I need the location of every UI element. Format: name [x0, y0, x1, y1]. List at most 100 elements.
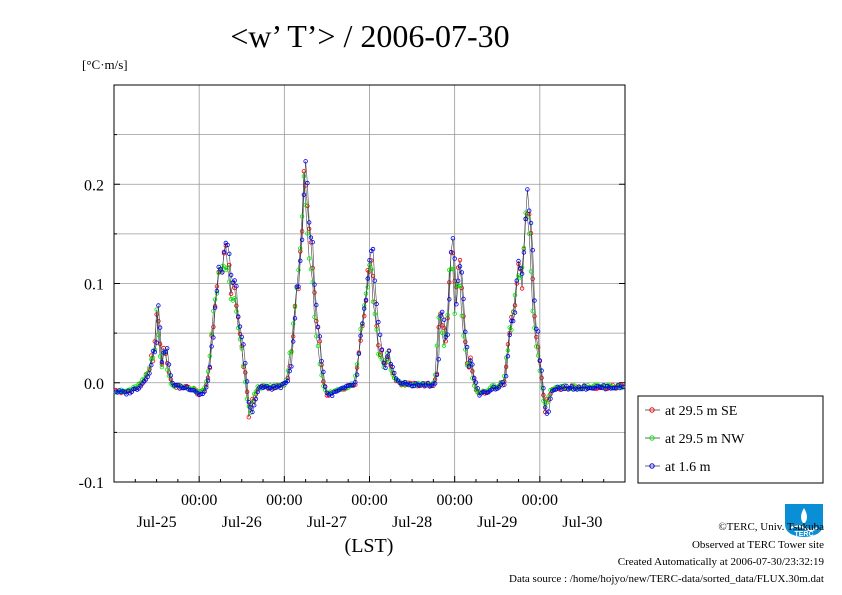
data-point	[539, 368, 544, 373]
data-point	[159, 359, 165, 365]
data-point	[525, 187, 530, 192]
data-point	[502, 382, 507, 387]
data-point	[369, 267, 374, 272]
data-point	[156, 318, 161, 324]
data-point	[235, 314, 241, 319]
data-point	[282, 380, 287, 386]
data-point	[296, 284, 301, 289]
data-point	[541, 386, 546, 391]
data-point	[546, 409, 551, 414]
data-point	[551, 387, 557, 393]
data-point	[619, 384, 624, 389]
data-point	[516, 258, 521, 264]
data-point	[409, 383, 415, 389]
data-point	[314, 302, 319, 308]
data-point	[358, 327, 363, 332]
x-day-label: Jul-28	[392, 514, 432, 531]
series-layer	[113, 159, 626, 420]
data-point	[289, 364, 294, 369]
axes: -0.10.00.10.200:00 00:00 00:00 00:00 00:00Ju…	[79, 134, 625, 531]
data-point	[475, 386, 480, 391]
data-point	[285, 378, 291, 384]
data-point	[360, 321, 365, 326]
data-point	[463, 329, 468, 334]
data-point	[214, 288, 220, 294]
data-point	[164, 346, 170, 351]
data-point	[232, 296, 237, 301]
data-point	[296, 267, 301, 273]
data-point	[441, 317, 447, 322]
data-point	[432, 381, 438, 386]
x-day-label: Jul-30	[562, 514, 602, 531]
data-point	[221, 264, 227, 269]
data-point	[246, 400, 251, 405]
data-point	[447, 280, 452, 285]
data-point	[291, 321, 296, 326]
data-point	[225, 265, 230, 270]
data-point	[440, 309, 445, 315]
data-point	[205, 369, 211, 374]
data-point	[448, 249, 454, 255]
data-point	[354, 372, 360, 377]
data-point	[319, 359, 324, 364]
data-point	[363, 291, 369, 296]
legend-label: at 29.5 m NW	[665, 432, 745, 447]
data-point	[243, 370, 248, 375]
data-point	[301, 174, 307, 179]
y-tick-label: 0.0	[84, 376, 104, 393]
data-point	[376, 343, 381, 348]
data-point	[417, 383, 422, 388]
data-point	[232, 278, 237, 283]
data-point	[514, 278, 519, 283]
data-point	[362, 306, 367, 311]
data-point	[303, 202, 308, 208]
chart-title: <w’ T’> / 2006-07-30	[230, 18, 509, 54]
data-point	[528, 220, 534, 226]
data-point	[314, 318, 319, 324]
data-point	[539, 375, 544, 380]
data-point	[308, 267, 314, 272]
x-day-label: Jul-27	[307, 514, 347, 531]
data-point	[319, 373, 324, 378]
data-point	[370, 246, 376, 252]
data-point	[292, 316, 298, 321]
x-axis-label: (LST)	[345, 535, 394, 557]
data-point	[175, 382, 181, 388]
data-point	[512, 292, 518, 298]
data-point	[530, 276, 535, 281]
data-point	[534, 344, 539, 349]
legend-label: at 29.5 m SE	[665, 404, 737, 419]
x-tick-label: 00:00	[266, 492, 302, 509]
data-point	[168, 373, 173, 378]
data-point	[519, 286, 525, 291]
data-point	[269, 387, 275, 392]
data-point	[225, 242, 230, 248]
data-point	[376, 319, 381, 325]
data-point	[312, 290, 317, 295]
data-point	[438, 313, 443, 318]
data-point	[163, 350, 168, 355]
data-point	[461, 296, 466, 302]
data-point	[450, 266, 456, 272]
data-point	[228, 272, 234, 278]
data-point	[582, 383, 587, 388]
data-point	[541, 392, 546, 398]
data-point	[519, 271, 525, 276]
data-point	[246, 415, 251, 420]
series-line	[115, 161, 624, 415]
data-point	[535, 353, 541, 358]
x-tick-label: 00:00	[522, 492, 558, 509]
data-point	[211, 335, 216, 340]
series-3	[113, 159, 626, 416]
data-source-note: Data source : /home/hojyo/new/TERC-data/…	[509, 573, 824, 585]
data-point	[518, 266, 523, 271]
copyright-note: ©TERC, Univ. Tsukuba	[718, 521, 824, 533]
data-point	[219, 270, 225, 275]
data-point	[464, 344, 470, 350]
data-point	[307, 256, 312, 261]
x-day-label: Jul-29	[477, 514, 517, 531]
legend-label: at 1.6 m	[665, 460, 711, 475]
data-point	[425, 381, 431, 386]
data-point	[204, 385, 209, 390]
data-point	[374, 327, 379, 332]
